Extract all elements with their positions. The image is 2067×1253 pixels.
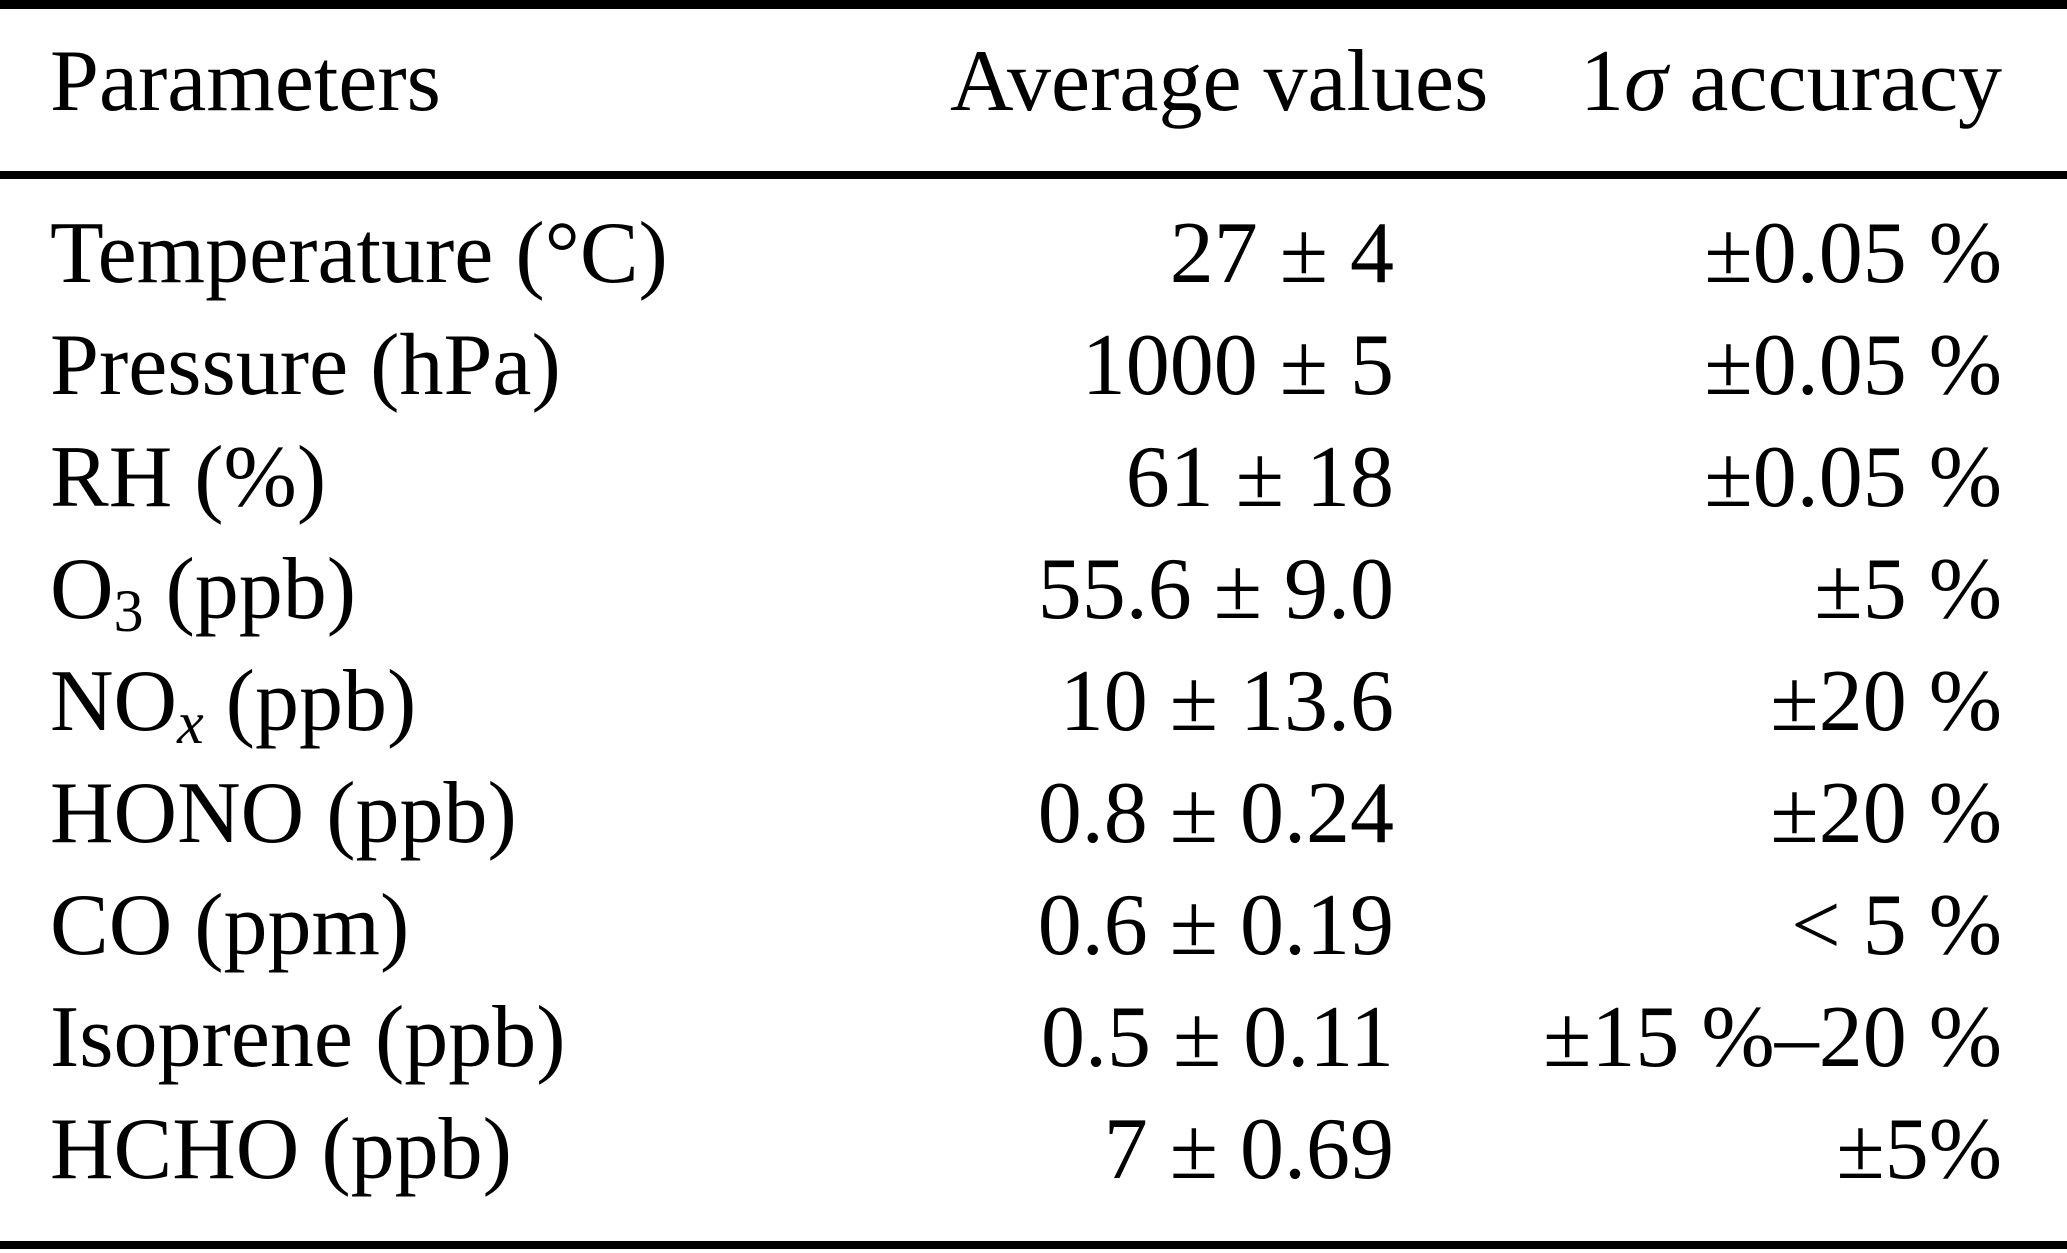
header-parameters: Parameters (0, 4, 950, 179)
average-value-cell: 1000 ± 5 (1081, 317, 1394, 414)
accuracy-cell: < 5 % (1791, 877, 2002, 974)
parameter-name: RH (50, 429, 173, 526)
parameter-subscript: 3 (113, 578, 144, 645)
parameter-unit: (ppb) (203, 653, 417, 750)
parameter-cell: Pressure (hPa) (0, 310, 950, 422)
average-value-cell: 0.6 ± 0.19 (1037, 877, 1394, 974)
sigma-symbol: σ (1623, 33, 1668, 130)
parameter-unit: (ppb) (143, 541, 357, 638)
parameter-unit: (hPa) (348, 317, 561, 414)
parameter-name: Isoprene (50, 989, 353, 1086)
parameter-cell: Temperature (°C) (0, 175, 950, 310)
accuracy-cell: ±0.05 % (1704, 205, 2002, 302)
accuracy-cell: ±5 % (1814, 541, 2002, 638)
parameter-unit: (ppb) (299, 1101, 512, 1198)
average-value-cell: 10 ± 13.6 (1059, 653, 1394, 750)
parameter-name: NO (50, 653, 178, 750)
accuracy-cell: ±20 % (1770, 653, 2002, 750)
table-row: HONO (ppb) 0.8 ± 0.24 ±20 % (0, 758, 2067, 870)
table-row: HCHO (ppb) 7 ± 0.69 ±5% (0, 1094, 2067, 1245)
table-row: Isoprene (ppb) 0.5 ± 0.11 ±15 %–20 % (0, 982, 2067, 1094)
average-value-cell: 0.5 ± 0.11 (1040, 989, 1394, 1086)
accuracy-cell: ±0.05 % (1704, 429, 2002, 526)
table-header: Parameters Average values 1σ accuracy (0, 4, 2067, 179)
parameter-unit: (°C) (493, 205, 668, 302)
parameter-name: Temperature (50, 205, 494, 302)
parameter-cell: HCHO (ppb) (0, 1094, 950, 1245)
header-accuracy-prefix: 1 (1579, 33, 1624, 130)
parameter-cell: RH (%) (0, 422, 950, 534)
parameter-cell: O3 (ppb) (0, 534, 950, 646)
header-parameters-label: Parameters (50, 33, 441, 130)
table-body: Temperature (°C) 27 ± 4 ±0.05 % Pressure… (0, 175, 2067, 1245)
header-row: Parameters Average values 1σ accuracy (0, 4, 2067, 179)
header-accuracy-rest: accuracy (1667, 33, 2002, 130)
table-row: Temperature (°C) 27 ± 4 ±0.05 % (0, 175, 2067, 310)
average-value-cell: 55.6 ± 9.0 (1037, 541, 1394, 638)
parameter-unit: (ppm) (172, 877, 410, 974)
table-row: RH (%) 61 ± 18 ±0.05 % (0, 422, 2067, 534)
parameter-cell: Isoprene (ppb) (0, 982, 950, 1094)
parameter-cell: CO (ppm) (0, 870, 950, 982)
average-value-cell: 0.8 ± 0.24 (1037, 765, 1394, 862)
average-value-cell: 27 ± 4 (1169, 205, 1394, 302)
table-row: NOx (ppb) 10 ± 13.6 ±20 % (0, 646, 2067, 758)
table-row: O3 (ppb) 55.6 ± 9.0 ±5 % (0, 534, 2067, 646)
parameter-name: HONO (50, 765, 305, 862)
parameter-cell: NOx (ppb) (0, 646, 950, 758)
parameter-name: HCHO (50, 1101, 300, 1198)
header-accuracy: 1σ accuracy (1400, 4, 2067, 179)
table-row: Pressure (hPa) 1000 ± 5 ±0.05 % (0, 310, 2067, 422)
parameter-name: Pressure (50, 317, 349, 414)
accuracy-cell: ±5% (1836, 1101, 2002, 1198)
parameter-name: CO (50, 877, 173, 974)
parameter-unit: (%) (172, 429, 327, 526)
average-value-cell: 7 ± 0.69 (1103, 1101, 1394, 1198)
parameter-subscript: x (177, 690, 204, 757)
header-average-values: Average values (950, 4, 1488, 179)
average-value-cell: 61 ± 18 (1125, 429, 1394, 526)
accuracy-cell: ±15 %–20 % (1543, 989, 2002, 1086)
parameter-unit: (ppb) (304, 765, 517, 862)
accuracy-cell: ±0.05 % (1704, 317, 2002, 414)
accuracy-cell: ±20 % (1770, 765, 2002, 862)
parameter-cell: HONO (ppb) (0, 758, 950, 870)
parameter-name: O (50, 541, 114, 638)
parameter-unit: (ppb) (352, 989, 566, 1086)
table-row: CO (ppm) 0.6 ± 0.19 < 5 % (0, 870, 2067, 982)
header-average-values-label: Average values (950, 33, 1489, 130)
